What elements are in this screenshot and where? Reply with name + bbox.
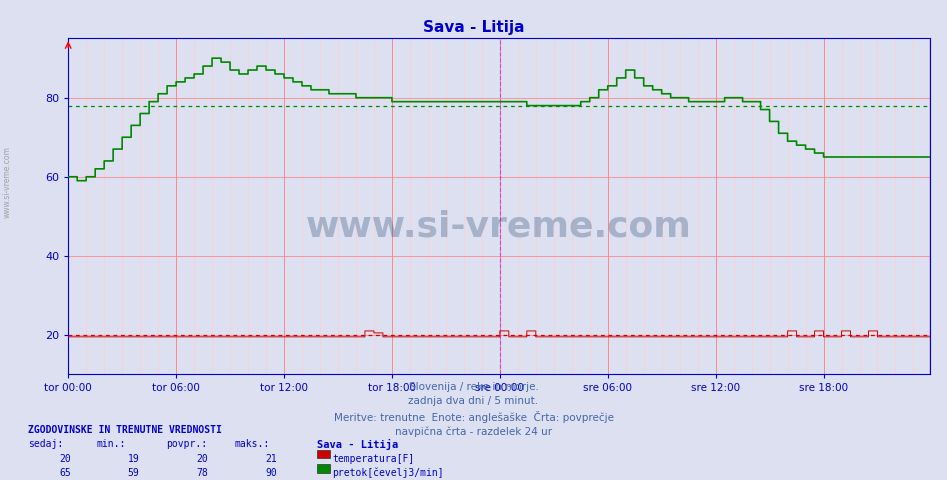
Text: Slovenija / reke in morje.
zadnja dva dni / 5 minut.
Meritve: trenutne  Enote: a: Slovenija / reke in morje. zadnja dva dn… — [333, 382, 614, 437]
Text: www.si-vreme.com: www.si-vreme.com — [3, 146, 12, 218]
Text: maks.:: maks.: — [235, 439, 270, 449]
Text: 65: 65 — [60, 468, 71, 478]
Text: 90: 90 — [266, 468, 277, 478]
Text: www.si-vreme.com: www.si-vreme.com — [306, 210, 692, 243]
Text: 20: 20 — [60, 454, 71, 464]
Text: temperatura[F]: temperatura[F] — [332, 454, 415, 464]
Text: 21: 21 — [266, 454, 277, 464]
Text: ZGODOVINSKE IN TRENUTNE VREDNOSTI: ZGODOVINSKE IN TRENUTNE VREDNOSTI — [28, 425, 223, 435]
Text: povpr.:: povpr.: — [166, 439, 206, 449]
Text: min.:: min.: — [97, 439, 126, 449]
Text: Sava - Litija: Sava - Litija — [317, 439, 399, 450]
Text: 78: 78 — [197, 468, 208, 478]
Text: sedaj:: sedaj: — [28, 439, 63, 449]
Text: pretok[čevelj3/min]: pretok[čevelj3/min] — [332, 468, 444, 479]
Text: 19: 19 — [128, 454, 139, 464]
Text: Sava - Litija: Sava - Litija — [422, 20, 525, 35]
Text: 20: 20 — [197, 454, 208, 464]
Text: 59: 59 — [128, 468, 139, 478]
